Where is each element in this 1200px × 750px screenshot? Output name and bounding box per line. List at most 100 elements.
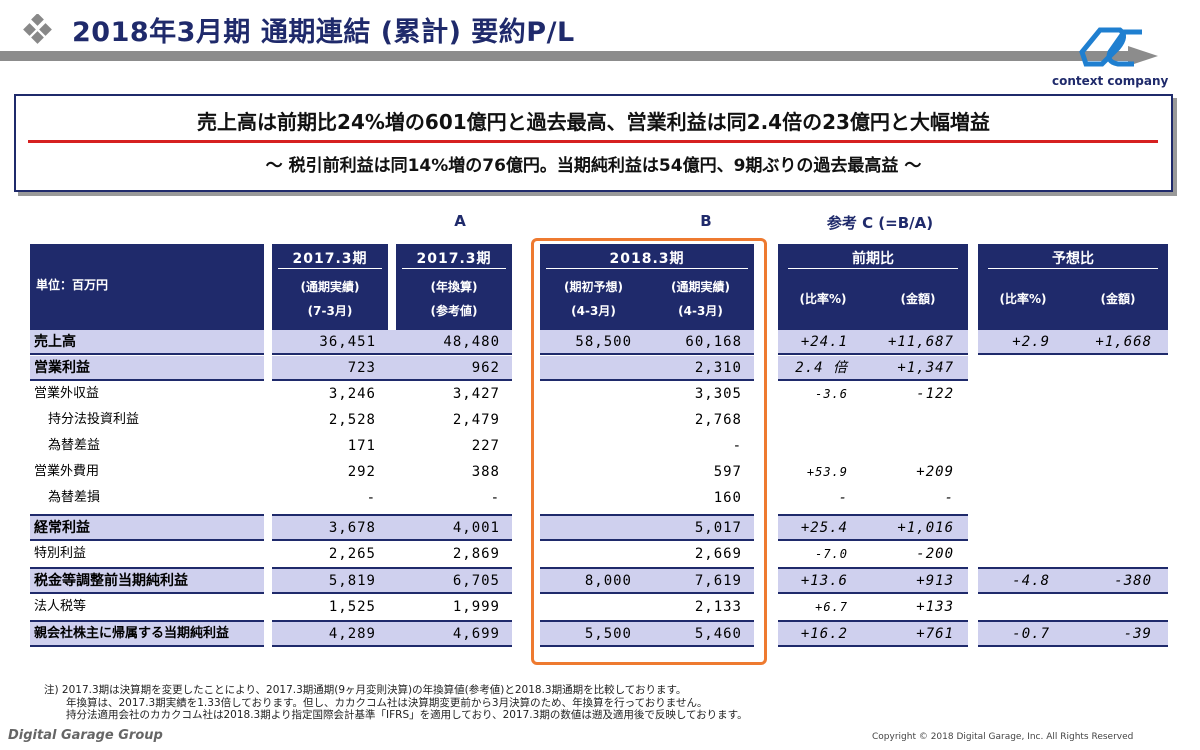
row-rule	[272, 514, 512, 516]
cell: 3,427	[452, 386, 500, 402]
footnote: 年換算は、2017.3期実績を1.33倍しております。但し、カカクコム社は決算期…	[66, 696, 708, 709]
row-rule	[30, 514, 264, 516]
summary-divider	[28, 140, 1158, 143]
summary-subline: ～ 税引前利益は同14%増の76億円。当期純利益は54億円、9期ぶりの過去最高益…	[265, 156, 922, 176]
row-bg	[978, 622, 1168, 646]
header-title: 2017.3期	[416, 251, 492, 267]
row-rule	[978, 567, 1168, 569]
row-rule	[540, 539, 754, 541]
cell: 5,460	[694, 626, 742, 642]
cell: 36,451	[319, 334, 376, 350]
cell: -3.6	[815, 387, 848, 401]
row-rule	[778, 567, 968, 569]
cell: 292	[347, 464, 376, 480]
row-bg	[30, 569, 264, 593]
summary-box: 売上高は前期比24%増の601億円と過去最高、営業利益は同2.4倍の23億円と大…	[14, 94, 1173, 192]
row-bg	[30, 622, 264, 646]
header-sub: (4-3月)	[678, 304, 723, 318]
row-label: 特別利益	[34, 546, 87, 561]
row-rule	[778, 514, 968, 516]
cell: -	[838, 490, 848, 506]
highlight-box-2018	[531, 238, 767, 665]
row-rule	[30, 645, 264, 647]
cell: 5,819	[328, 573, 376, 589]
row-bg	[778, 356, 968, 380]
cell: 5,017	[694, 520, 742, 536]
row-rule	[540, 620, 754, 622]
row-label: 税金等調整前当期純利益	[34, 573, 188, 589]
header-title: 2017.3期	[292, 251, 368, 267]
cell: 4,001	[452, 520, 500, 536]
cell: -	[732, 438, 742, 454]
row-rule	[778, 592, 968, 594]
header-2018: 2018.3期 (期初予想) (4-3月) (通期実績) (4-3月)	[540, 244, 754, 330]
row-bg	[778, 569, 968, 593]
header-unit-block: 単位：百万円	[30, 244, 264, 330]
row-rule	[30, 620, 264, 622]
cell: +53.9	[806, 465, 848, 479]
row-rule	[30, 539, 264, 541]
cell: 2,265	[328, 546, 376, 562]
row-bg	[30, 330, 264, 354]
cell: 2,768	[694, 412, 742, 428]
row-bg	[272, 356, 512, 380]
cell: +13.6	[800, 573, 848, 589]
cell: +209	[916, 464, 954, 480]
row-bg	[30, 516, 264, 540]
row-rule	[540, 567, 754, 569]
header-sub: (年換算)	[430, 280, 478, 294]
row-bg	[272, 330, 512, 354]
row-bg	[978, 330, 1168, 354]
header-title: 予想比	[1052, 251, 1094, 267]
row-rule	[540, 379, 754, 381]
row-rule	[978, 592, 1168, 594]
row-rule	[978, 645, 1168, 647]
cell: +761	[916, 626, 954, 642]
diamond-bullet-icon	[23, 14, 52, 44]
row-label: 為替差損	[48, 490, 101, 505]
row-rule	[778, 620, 968, 622]
cell: 58,500	[575, 334, 632, 350]
header-2017-actual: 2017.3期 (通期実績) (7-3月)	[272, 244, 388, 330]
cell: 7,619	[694, 573, 742, 589]
row-rule	[978, 620, 1168, 622]
cell: -7.0	[815, 547, 848, 561]
column-label-a: A	[454, 212, 466, 230]
row-bg	[540, 356, 754, 380]
footnote: 持分法適用会社のカカクコム社は2018.3期より指定国際会計基準「IFRS」を適…	[66, 709, 748, 721]
cell: 171	[347, 438, 376, 454]
header-sub: (金額)	[900, 292, 936, 306]
cell: 388	[471, 464, 500, 480]
cell: +25.4	[800, 520, 848, 536]
copyright: Copyright © 2018 Digital Garage, Inc. Al…	[872, 732, 1134, 742]
row-label: 営業外収益	[34, 386, 100, 401]
cell: 3,678	[328, 520, 376, 536]
cell: 2,669	[694, 546, 742, 562]
cell: 2,479	[452, 412, 500, 428]
cell: +1,347	[897, 360, 954, 376]
cell: 4,289	[328, 626, 376, 642]
header-sub: (比率%)	[799, 292, 847, 306]
cell: +133	[916, 599, 954, 615]
page-title: 2018年3月期 通期連結 (累計) 要約P/L	[72, 17, 575, 48]
row-rule	[30, 567, 264, 569]
cell: -380	[1114, 573, 1152, 589]
row-bg	[272, 569, 512, 593]
row-bg	[978, 569, 1168, 593]
cell: 3,305	[694, 386, 742, 402]
cell: -4.8	[1012, 573, 1050, 589]
cell: 2,310	[694, 360, 742, 376]
row-label: 営業利益	[34, 360, 90, 376]
row-rule	[978, 353, 1168, 355]
cell: 48,480	[443, 334, 500, 350]
company-name: context company	[1052, 74, 1169, 88]
unit-label: 単位：百万円	[36, 278, 109, 292]
row-label: 為替差益	[48, 438, 101, 453]
row-bg	[540, 516, 754, 540]
header-sub: (金額)	[1100, 292, 1136, 306]
cell: 2,133	[694, 599, 742, 615]
footer-logo: Digital Garage Group	[8, 728, 163, 743]
row-label: 営業外費用	[34, 464, 100, 479]
cell: -0.7	[1012, 626, 1050, 642]
